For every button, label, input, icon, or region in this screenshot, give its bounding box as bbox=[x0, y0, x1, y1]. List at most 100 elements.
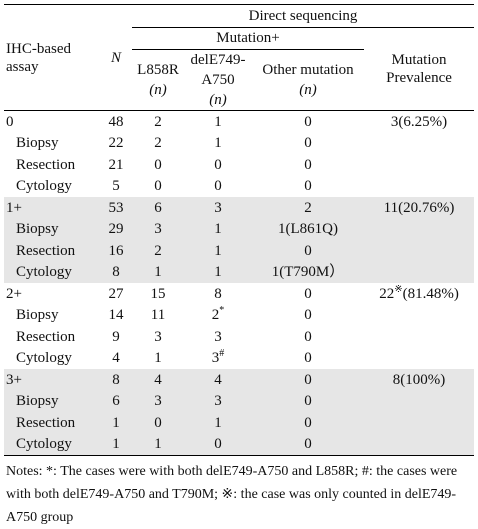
cell: 15 bbox=[150, 285, 166, 302]
cell: 0 bbox=[184, 433, 252, 456]
cell: Biopsy bbox=[4, 218, 100, 240]
cell bbox=[364, 433, 475, 456]
cell: 14 bbox=[108, 307, 124, 324]
cell: 3 bbox=[184, 197, 252, 219]
header-prevalence: Mutation Prevalence bbox=[364, 27, 475, 111]
cell: 1 bbox=[100, 433, 132, 456]
cell bbox=[364, 412, 475, 434]
cell: 0 bbox=[304, 156, 312, 173]
cell bbox=[364, 154, 474, 176]
cell: Biopsy bbox=[4, 390, 100, 412]
cell: 0 bbox=[252, 412, 364, 434]
header-n-text: N bbox=[110, 49, 121, 66]
sub-row: Cytology 8 1 1 1(T790M） bbox=[4, 261, 475, 283]
sub-row: Biopsy 29 3 1 1(L861Q) bbox=[4, 218, 475, 240]
cell: 1 bbox=[100, 412, 132, 434]
cell: Cytology bbox=[16, 178, 72, 195]
group-row: 1+ 53 6 3 2 11(20.76%) bbox=[4, 197, 475, 219]
cell: 0 bbox=[304, 350, 312, 367]
cell: Resection bbox=[16, 156, 76, 173]
cell: 1 bbox=[132, 433, 184, 456]
cell bbox=[364, 348, 474, 370]
cell-after: (81.48%) bbox=[402, 285, 459, 302]
cell: 3 bbox=[132, 218, 184, 240]
cell: 1(T790M） bbox=[252, 261, 364, 283]
cell-text: 3 bbox=[211, 350, 220, 367]
sub-row: Biopsy 22 2 1 0 bbox=[4, 133, 474, 155]
sub-row: Biopsy 14 11 2* 0 bbox=[4, 305, 474, 327]
header-mutation: Mutation+ bbox=[132, 27, 364, 50]
cell: 3 bbox=[154, 328, 162, 345]
header-mutation-col: Other mutation (n) bbox=[252, 49, 364, 111]
cell: Resection bbox=[4, 240, 100, 262]
cell: 3(6.25%) bbox=[390, 113, 448, 130]
cell-sup: ※ bbox=[394, 283, 403, 295]
sub-row: Cytology 4 1 3# 0 bbox=[4, 348, 474, 370]
cell: 2 bbox=[132, 240, 184, 262]
cell: 0 bbox=[252, 240, 364, 262]
cell: 0 bbox=[6, 113, 14, 130]
cell: 2+ bbox=[6, 285, 22, 302]
cell: Cytology bbox=[4, 433, 100, 456]
cell: 0 bbox=[304, 178, 312, 195]
cell bbox=[364, 390, 475, 412]
sub-row: Resection 16 2 1 0 bbox=[4, 240, 475, 262]
group-row: 0 48 2 1 0 3(6.25%) bbox=[4, 111, 474, 133]
cell: 48 bbox=[108, 113, 124, 130]
cell: 1 bbox=[214, 135, 222, 152]
cell: 22※(81.48%) bbox=[364, 283, 474, 305]
header-unit: (n) bbox=[149, 82, 167, 98]
cell: Resection bbox=[16, 328, 76, 345]
cell: 0 bbox=[304, 135, 312, 152]
sub-row: Resection 1 0 1 0 bbox=[4, 412, 475, 434]
cell-sup: # bbox=[219, 348, 225, 360]
cell bbox=[364, 240, 475, 262]
cell: 11(20.76%) bbox=[364, 197, 475, 219]
header-mutation-col: L858R (n) bbox=[132, 49, 184, 111]
cell: 3# bbox=[184, 348, 252, 370]
cell: 1 bbox=[184, 240, 252, 262]
cell: 3 bbox=[214, 328, 222, 345]
cell: 1(L861Q) bbox=[252, 218, 364, 240]
cell bbox=[364, 326, 474, 348]
cell: 8 bbox=[214, 285, 222, 302]
sub-row: Cytology 1 1 0 0 bbox=[4, 433, 475, 456]
header-mutation-name: L858R bbox=[137, 62, 179, 78]
cell: 0 bbox=[304, 328, 312, 345]
sub-row: Resection 21 0 0 0 bbox=[4, 154, 474, 176]
group-row: 2+ 27 15 8 0 22※(81.48%) bbox=[4, 283, 474, 305]
cell: 1 bbox=[154, 350, 162, 367]
cell: 3+ bbox=[4, 369, 100, 391]
header-unit: (n) bbox=[299, 82, 317, 98]
group-row: 3+ 8 4 4 0 8(100%) bbox=[4, 369, 475, 391]
table: IHC-based assay N Direct sequencing Muta… bbox=[4, 4, 475, 456]
cell: 11 bbox=[150, 307, 166, 324]
cell-sup: * bbox=[219, 305, 225, 317]
header-unit: (n) bbox=[209, 92, 227, 108]
cell: Cytology bbox=[4, 261, 100, 283]
cell: 6 bbox=[132, 197, 184, 219]
cell: 1 bbox=[184, 261, 252, 283]
cell: 4 bbox=[184, 369, 252, 391]
cell: 1 bbox=[214, 113, 222, 130]
cell: 3 bbox=[184, 390, 252, 412]
table-figure: IHC-based assay N Direct sequencing Muta… bbox=[4, 4, 475, 529]
cell bbox=[364, 133, 474, 155]
cell: 16 bbox=[100, 240, 132, 262]
cell-text: 22 bbox=[379, 285, 395, 302]
cell: 4 bbox=[132, 369, 184, 391]
cell: 27 bbox=[108, 285, 124, 302]
cell: 5 bbox=[112, 178, 120, 195]
cell: 22 bbox=[108, 135, 124, 152]
cell: 21 bbox=[108, 156, 124, 173]
cell: 0 bbox=[304, 307, 312, 324]
cell: 0 bbox=[304, 113, 312, 130]
cell: 2* bbox=[184, 305, 252, 327]
header-mutation-name: Other mutation bbox=[262, 62, 354, 78]
cell: 8 bbox=[100, 369, 132, 391]
cell: 0 bbox=[252, 390, 364, 412]
sub-row: Biopsy 6 3 3 0 bbox=[4, 390, 475, 412]
cell: 0 bbox=[304, 285, 312, 302]
sub-row: Resection 9 3 3 0 bbox=[4, 326, 474, 348]
